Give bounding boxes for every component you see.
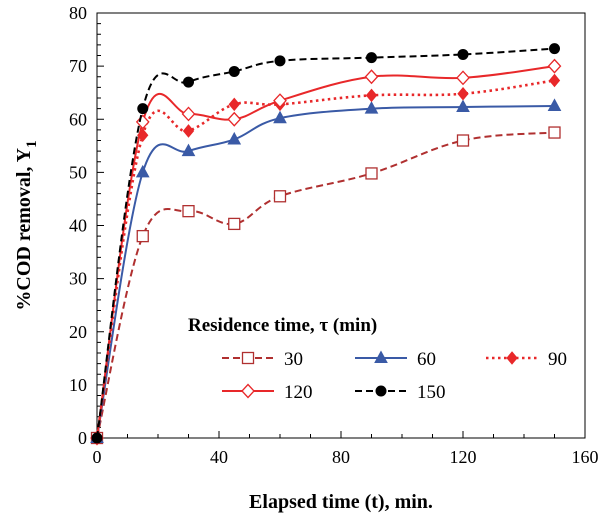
legend-item-150: 150: [355, 382, 446, 403]
y-tick-label: 0: [78, 428, 87, 448]
legend: Residence time, τ (min) 30 60 90 120 150: [188, 315, 567, 403]
point-marker: [228, 217, 241, 231]
x-tick-label: 0: [93, 447, 102, 467]
y-axis-title-main: %COD removal, Y: [13, 147, 35, 310]
point-marker: [547, 58, 562, 74]
point-marker: [182, 205, 195, 218]
y-tick-label: 40: [69, 216, 87, 236]
point-marker: [273, 110, 287, 124]
legend-title: Residence time, τ (min): [188, 315, 377, 336]
point-marker: [274, 55, 286, 67]
point-marker: [273, 190, 287, 203]
series-60: [90, 98, 562, 443]
legend-item-120: 120: [222, 382, 313, 403]
y-tick-label: 30: [69, 269, 87, 289]
point-marker: [273, 93, 287, 109]
point-marker: [374, 350, 388, 363]
point-marker: [365, 167, 378, 180]
plot-frame: [96, 12, 586, 439]
series-line: [96, 65, 555, 439]
point-marker: [547, 98, 562, 111]
point-marker: [456, 134, 470, 147]
series-120: [90, 58, 562, 446]
y-tick-label: 20: [69, 322, 87, 342]
point-marker: [135, 164, 150, 178]
x-tick-label: 80: [332, 447, 350, 467]
legend-item-30: 30: [222, 349, 303, 370]
point-marker: [457, 86, 469, 101]
point-marker: [227, 111, 242, 127]
point-marker: [228, 97, 240, 112]
legend-label: 150: [417, 382, 446, 403]
point-marker: [182, 124, 195, 138]
point-marker: [91, 432, 103, 444]
legend-label: 90: [548, 349, 567, 370]
legend-label: 120: [284, 382, 313, 403]
legend-item-90: 90: [486, 349, 567, 370]
series-line: [95, 79, 555, 439]
point-marker: [364, 101, 379, 114]
series-30: [90, 126, 561, 445]
point-marker: [227, 131, 242, 145]
point-marker: [365, 88, 378, 103]
point-marker: [181, 106, 196, 122]
point-marker: [364, 69, 379, 85]
y-tick-label: 10: [69, 375, 87, 395]
point-marker: [241, 383, 255, 399]
point-marker: [375, 385, 387, 397]
legend-label: 60: [417, 349, 436, 370]
point-marker: [137, 103, 149, 115]
point-marker: [456, 70, 470, 86]
series-line: [96, 104, 555, 439]
point-marker: [456, 99, 470, 113]
y-tick-label: 50: [69, 162, 87, 182]
series-line: [96, 47, 555, 439]
point-marker: [548, 73, 561, 88]
y-axis-title-subscript: 1: [24, 140, 40, 148]
point-marker: [136, 229, 149, 243]
point-marker: [548, 126, 561, 139]
legend-item-60: 60: [355, 349, 436, 370]
point-marker: [549, 43, 560, 55]
point-marker: [366, 52, 377, 64]
point-marker: [181, 143, 196, 157]
ticks: 0 10 20 30 40 50 60 70 80 0 40 80 120 160: [69, 3, 599, 467]
x-tick-label: 120: [450, 447, 477, 467]
x-tick-label: 160: [572, 447, 599, 467]
y-tick-label: 80: [69, 3, 87, 23]
legend-label: 30: [284, 349, 303, 370]
y-tick-label: 70: [69, 56, 87, 76]
series-line: [96, 131, 555, 439]
y-tick-label: 60: [69, 109, 87, 129]
point-marker: [228, 65, 240, 77]
series-layer: [90, 43, 562, 446]
plot-border: [96, 12, 586, 439]
point-marker: [241, 351, 255, 365]
point-marker: [457, 48, 469, 60]
series-90: [91, 73, 561, 445]
x-axis-title: Elapsed time (t), min.: [249, 491, 433, 513]
y-axis-title: %COD removal, Y1: [13, 140, 40, 310]
point-marker: [506, 351, 518, 365]
point-marker: [183, 76, 194, 88]
series-150: [91, 43, 560, 444]
x-tick-label: 40: [210, 447, 228, 467]
